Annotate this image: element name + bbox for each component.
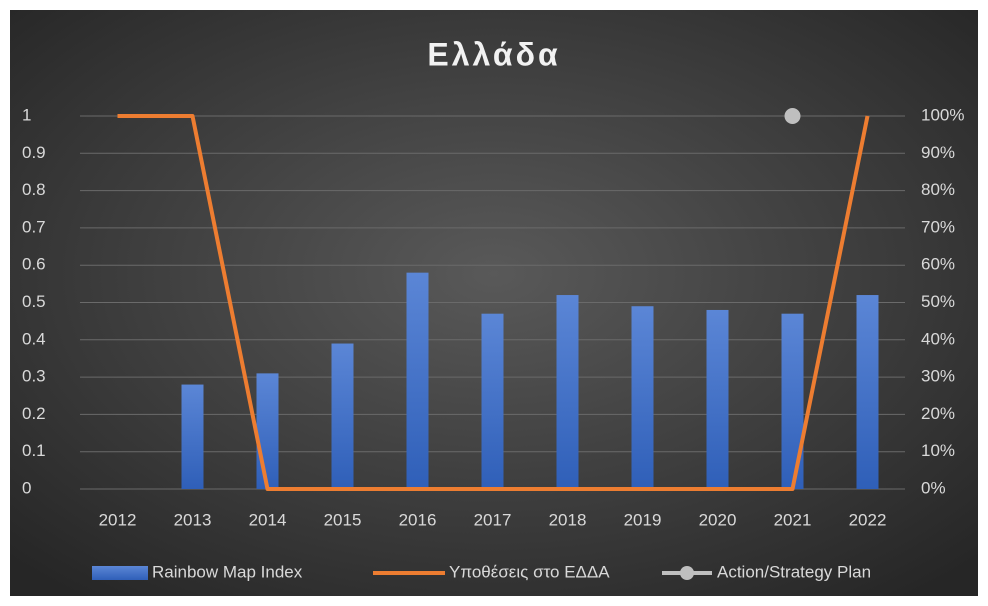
x-tick-label: 2015 <box>324 510 362 529</box>
x-tick-label: 2019 <box>624 510 662 529</box>
y-tick-label: 0.3 <box>22 367 46 386</box>
y-tick-label: 0.5 <box>22 292 46 311</box>
y-tick-label: 0.4 <box>22 329 46 348</box>
y-tick-label: 1 <box>22 105 31 124</box>
y2-tick-label: 40% <box>921 329 955 348</box>
y2-tick-label: 80% <box>921 180 955 199</box>
y2-tick-label: 20% <box>921 404 955 423</box>
bar <box>556 295 579 489</box>
legend-label: Υποθέσεις στο ΕΔΔΑ <box>449 562 610 581</box>
x-tick-label: 2022 <box>849 510 887 529</box>
bar <box>181 384 204 489</box>
y-tick-label: 0.8 <box>22 180 46 199</box>
x-tick-label: 2020 <box>699 510 737 529</box>
bar <box>856 295 879 489</box>
bar <box>256 373 279 489</box>
bar <box>781 313 804 489</box>
x-tick-label: 2012 <box>99 510 137 529</box>
y-tick-label: 0.1 <box>22 441 46 460</box>
y2-tick-label: 60% <box>921 255 955 274</box>
legend-swatch <box>680 566 694 580</box>
y2-tick-label: 10% <box>921 441 955 460</box>
y-tick-label: 0.2 <box>22 404 46 423</box>
x-tick-label: 2018 <box>549 510 587 529</box>
x-tick-label: 2013 <box>174 510 212 529</box>
x-tick-label: 2017 <box>474 510 512 529</box>
bar <box>631 306 654 489</box>
y-tick-label: 0.9 <box>22 143 46 162</box>
legend-label: Rainbow Map Index <box>152 562 303 581</box>
bar <box>406 272 429 489</box>
y2-tick-label: 90% <box>921 143 955 162</box>
y-tick-label: 0 <box>22 478 31 497</box>
line-series <box>117 114 870 491</box>
point <box>784 108 801 124</box>
legend-swatch <box>92 566 148 580</box>
bar <box>331 343 354 489</box>
bar <box>706 309 729 489</box>
x-tick-label: 2014 <box>249 510 287 529</box>
y-tick-label: 0.7 <box>22 217 46 236</box>
x-tick-label: 2016 <box>399 510 437 529</box>
y2-tick-label: 70% <box>921 217 955 236</box>
y2-tick-label: 30% <box>921 367 955 386</box>
x-tick-label: 2021 <box>774 510 812 529</box>
bar <box>481 313 504 489</box>
y-tick-label: 0.6 <box>22 255 46 274</box>
legend-label: Action/Strategy Plan <box>717 562 871 581</box>
y2-tick-label: 100% <box>921 105 964 124</box>
chart-title: Ελλάδα <box>427 36 560 72</box>
y2-tick-label: 50% <box>921 292 955 311</box>
y2-tick-label: 0% <box>921 478 946 497</box>
